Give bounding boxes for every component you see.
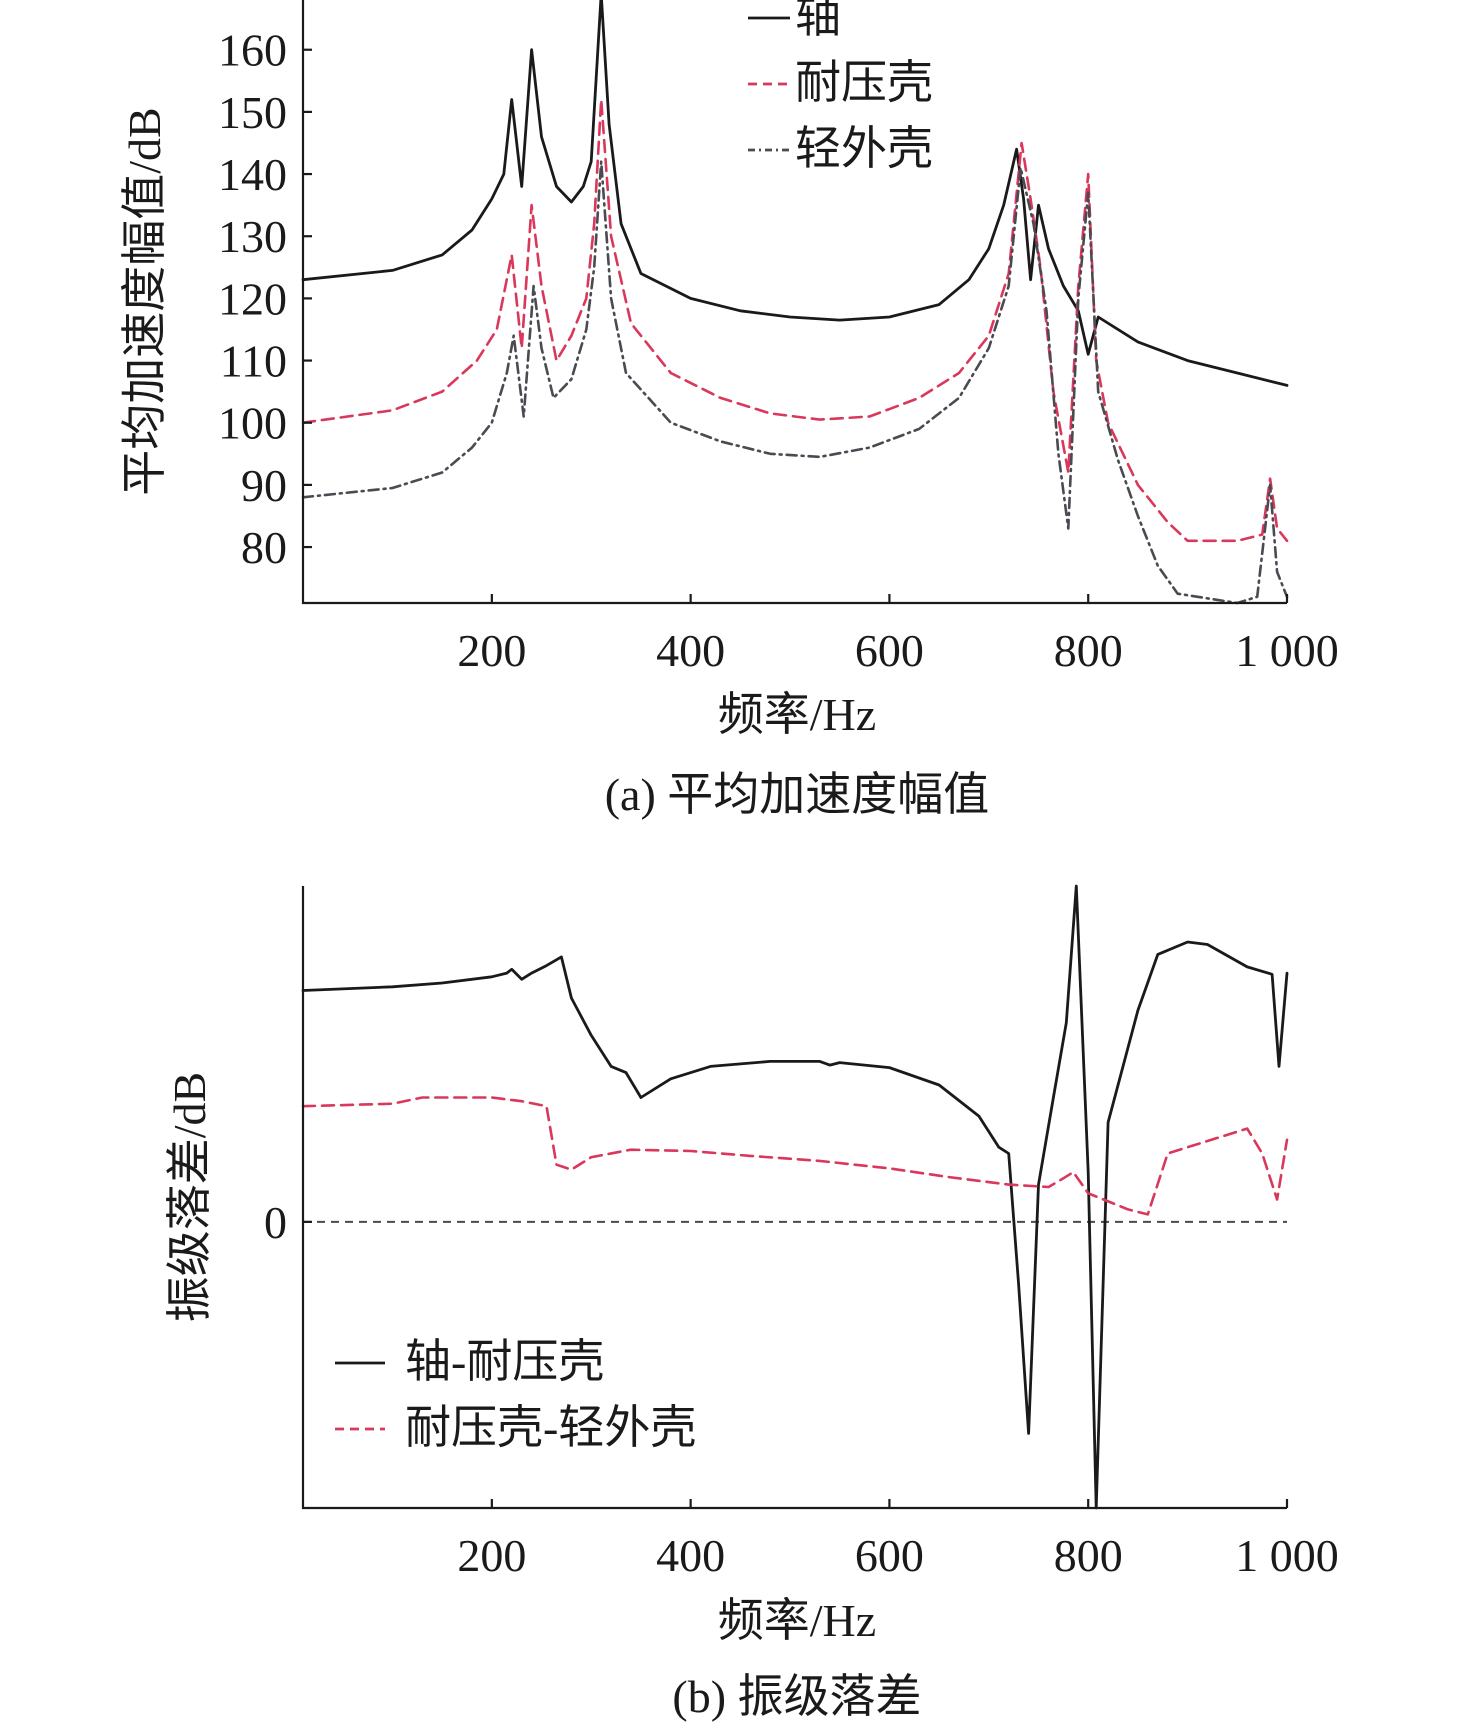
y-tick-label: 160 [218,25,287,76]
panel-a-y-axis-label: 平均加速度幅值/dB [119,107,170,495]
panel-a-ticks: 200 400 600 800 1 000 80 90 100 110 120 130 140 150 1… [218,25,1339,676]
legend-label-3: 轻外壳 [795,123,933,174]
chart-panel-b: 200 400 600 800 1 000 0 频率/Hz 振级落差/dB (b) 振级落… [164,884,1339,1722]
y-tick-label: 120 [218,273,287,324]
series-line-2 [301,1096,1289,1216]
x-tick-label: 600 [855,1530,924,1581]
panel-b-ticks: 200 400 600 800 1 000 0 [264,1197,1339,1581]
series-line-3 [301,160,1289,605]
legend-label-1: 轴-耐压壳 [405,1336,604,1387]
panel-a-axes [301,0,1287,605]
legend-label-2: 耐压壳 [795,57,933,108]
x-tick-label: 1 000 [1235,1530,1339,1581]
panel-b-axes [301,886,1287,1510]
panel-a-series-group [301,0,1289,605]
panel-b-y-axis-label: 振级落差/dB [164,1072,215,1322]
panel-b-x-axis-label: 频率/Hz [718,1595,876,1646]
series-line-1 [301,884,1289,1510]
x-tick-label: 200 [457,1530,526,1581]
chart-panel-a: 200 400 600 800 1 000 80 90 100 110 120 130 140 150 1… [119,0,1339,820]
x-tick-label: 800 [1054,625,1123,676]
y-tick-label: 100 [218,398,287,449]
legend-label-1: 轴 [795,0,841,42]
panel-a-caption: (a) 平均加速度幅值 [605,769,990,820]
y-tick-label: 110 [220,336,287,387]
x-tick-label: 1 000 [1235,625,1339,676]
panel-b-series-group [301,884,1289,1510]
panel-b-caption: (b) 振级落差 [672,1671,921,1722]
y-tick-label: 0 [264,1197,287,1248]
x-tick-label: 400 [656,1530,725,1581]
x-tick-label: 200 [457,625,526,676]
y-tick-label: 150 [218,87,287,138]
y-tick-label: 80 [241,522,287,573]
legend-label-2: 耐压壳-轻外壳 [405,1402,696,1453]
y-tick-label: 140 [218,149,287,200]
y-tick-label: 90 [241,460,287,511]
series-line-1 [301,0,1289,387]
panel-a-x-axis-label: 频率/Hz [718,689,876,740]
x-tick-label: 400 [656,625,725,676]
series-line-2 [301,98,1289,543]
x-tick-label: 800 [1054,1530,1123,1581]
x-tick-label: 600 [855,625,924,676]
y-tick-label: 130 [218,211,287,262]
